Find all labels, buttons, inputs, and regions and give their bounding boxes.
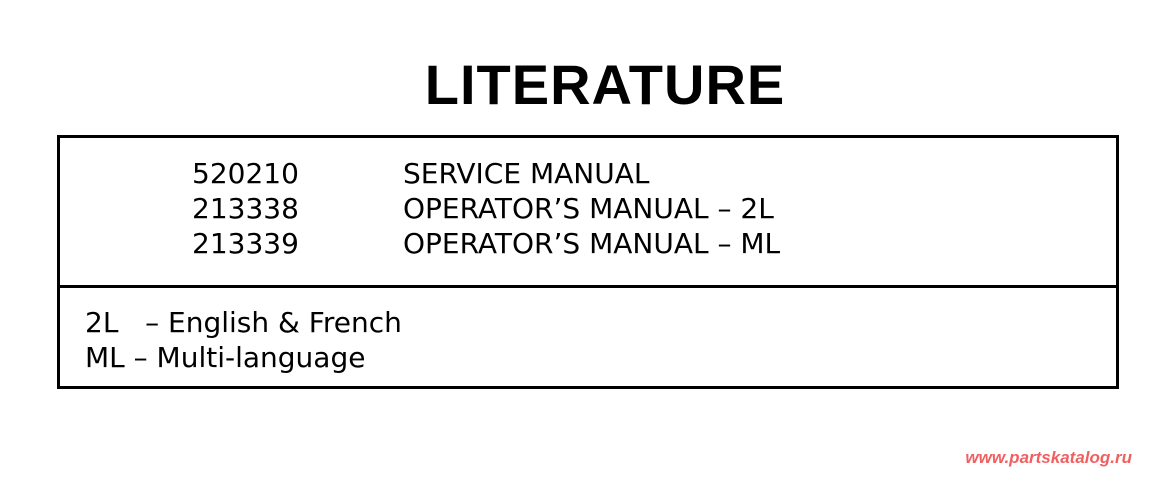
part-description: OPERATOR’S MANUAL – ML — [403, 227, 781, 260]
part-description: OPERATOR’S MANUAL – 2L — [403, 192, 774, 225]
note: 2L – English & French — [85, 306, 402, 339]
part-number: 520210 — [192, 157, 299, 190]
part-number: 213339 — [192, 227, 299, 260]
part-number: 213338 — [192, 192, 299, 225]
part-description: SERVICE MANUAL — [403, 157, 650, 190]
note: ML – Multi-language — [85, 341, 366, 374]
divider — [60, 285, 1116, 288]
watermark: www.partskatalog.ru — [965, 448, 1132, 467]
literature-table: 520210 SERVICE MANUAL 213338 OPERATOR’S MA… — [57, 135, 1119, 389]
page-title: LITERATURE — [424, 53, 786, 116]
